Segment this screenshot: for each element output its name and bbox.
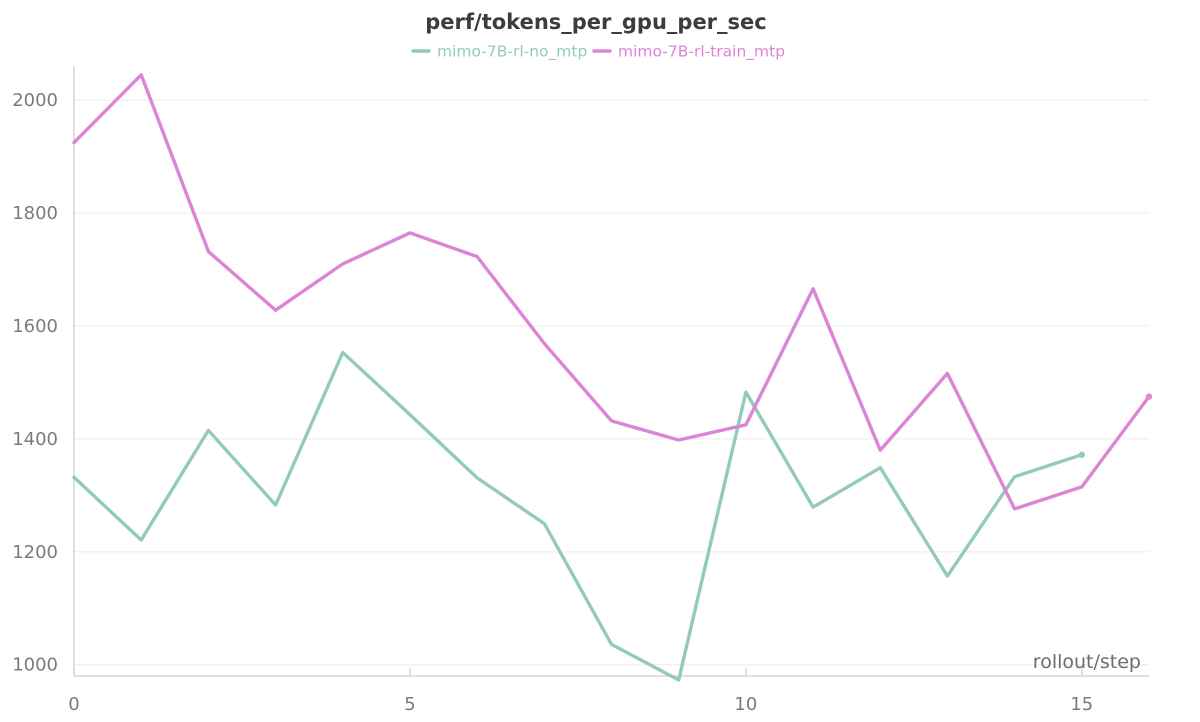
series-end-point-1 <box>1145 393 1153 400</box>
y-tick-label: 1400 <box>12 429 58 450</box>
y-tick-label: 1200 <box>12 542 58 563</box>
y-tick-label: 1600 <box>12 316 58 337</box>
x-tick-label: 0 <box>68 694 79 715</box>
legend-item-0[interactable]: mimo-7B-rl-no_mtp <box>411 43 587 62</box>
x-axis-label: rollout/step <box>1033 651 1141 673</box>
x-tick-label: 15 <box>1070 694 1093 715</box>
x-tick-label: 5 <box>404 694 415 715</box>
legend-label: mimo-7B-rl-train_mtp <box>618 43 785 62</box>
legend-label: mimo-7B-rl-no_mtp <box>437 43 587 62</box>
y-tick-label: 1800 <box>12 203 58 224</box>
legend: mimo-7B-rl-no_mtp mimo-7B-rl-train_mtp <box>411 43 785 62</box>
series-line-0 <box>72 350 1084 682</box>
axes: 1000 1200 1400 1600 1800 2000 0 5 10 15 <box>12 66 1149 715</box>
series-line-1 <box>72 73 1151 511</box>
series-end-point-0 <box>1078 451 1086 458</box>
x-tick-label: 10 <box>734 694 757 715</box>
chart-title: perf/tokens_per_gpu_per_sec <box>425 10 766 34</box>
grid-lines <box>74 99 1149 666</box>
legend-item-1[interactable]: mimo-7B-rl-train_mtp <box>592 43 785 62</box>
y-tick-label: 1000 <box>12 655 58 676</box>
y-tick-label: 2000 <box>12 90 58 111</box>
series-layer <box>72 73 1153 682</box>
